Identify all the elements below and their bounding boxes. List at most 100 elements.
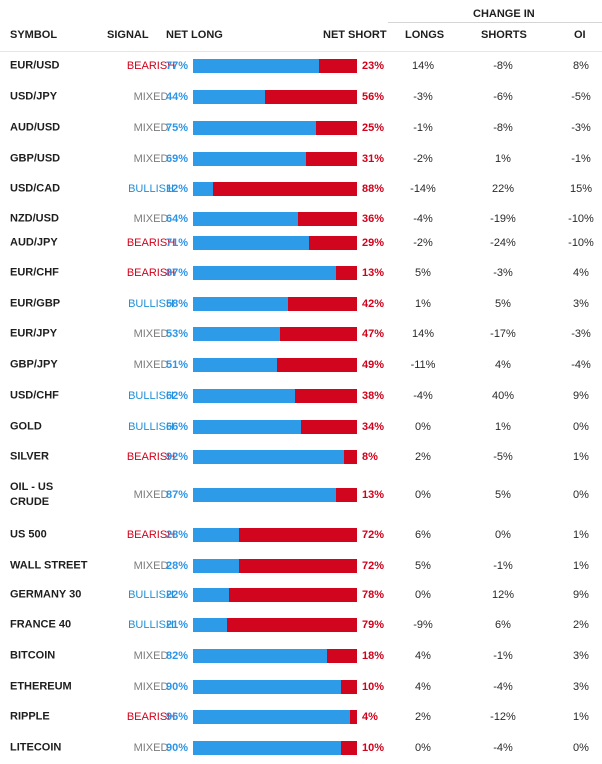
change-oi-cell: -3% <box>571 122 591 134</box>
net-short-bar <box>238 559 357 573</box>
change-longs-cell: 1% <box>415 298 431 310</box>
change-oi-cell: -1% <box>571 153 591 165</box>
net-short-bar <box>316 121 357 135</box>
net-long-value: 44% <box>166 91 189 103</box>
net-short-bar <box>279 327 357 341</box>
change-shorts-cell: -4% <box>493 681 513 693</box>
sentiment-bar <box>193 327 357 341</box>
change-longs-cell: -4% <box>413 213 433 225</box>
symbol-cell: WALL STREET <box>10 559 88 572</box>
change-shorts-cell: 12% <box>491 589 515 601</box>
net-short-value: 49% <box>362 359 385 371</box>
net-short-value: 4% <box>362 711 378 723</box>
change-oi-cell: -10% <box>568 237 594 249</box>
net-short-bar <box>340 680 357 694</box>
header-longs: LONGS <box>405 29 445 41</box>
net-short-value: 79% <box>362 619 385 631</box>
change-longs-cell: -14% <box>410 183 436 195</box>
change-shorts-cell: -1% <box>493 650 513 662</box>
net-short-bar <box>306 152 357 166</box>
header-oi: OI <box>574 29 586 41</box>
change-oi-cell: 9% <box>573 589 589 601</box>
net-long-bar <box>193 741 341 755</box>
net-short-value: 72% <box>362 560 385 572</box>
signal-cell: MIXED <box>133 742 169 754</box>
table-row: GERMANY 30 BULLISH 22% 78% 0% 12% 9% <box>0 580 602 610</box>
header-change-in: CHANGE IN <box>473 8 535 20</box>
net-long-bar <box>193 182 213 196</box>
table-row: EUR/USD BEARISH 77% 23% 14% -8% 8% <box>0 51 602 81</box>
change-oi-cell: 3% <box>573 298 589 310</box>
change-oi-cell: 3% <box>573 681 589 693</box>
table-row: EUR/GBP BULLISH 58% 42% 1% 5% 3% <box>0 289 602 319</box>
net-long-bar <box>193 389 295 403</box>
symbol-cell: GBP/JPY <box>10 358 58 371</box>
symbol-cell: EUR/GBP <box>10 297 61 310</box>
sentiment-bar <box>193 182 357 196</box>
change-longs-cell: 2% <box>415 451 431 463</box>
net-short-bar <box>340 741 357 755</box>
sentiment-bar <box>193 236 357 250</box>
net-long-bar <box>193 358 277 372</box>
change-longs-cell: -11% <box>410 359 436 371</box>
header-symbol: SYMBOL <box>10 29 58 41</box>
sentiment-bar <box>193 649 357 663</box>
net-short-value: 72% <box>362 529 385 541</box>
signal-cell: MIXED <box>133 681 169 693</box>
net-short-bar <box>238 528 357 542</box>
net-long-value: 64% <box>166 213 189 225</box>
change-shorts-cell: -6% <box>493 91 513 103</box>
net-short-bar <box>350 710 357 724</box>
change-shorts-cell: 0% <box>495 529 511 541</box>
net-long-value: 21% <box>166 619 189 631</box>
net-short-bar <box>297 212 357 226</box>
change-shorts-cell: 5% <box>495 298 511 310</box>
net-short-value: 47% <box>362 328 385 340</box>
sentiment-bar <box>193 59 357 73</box>
net-long-bar <box>193 588 230 602</box>
signal-cell: BEARISH <box>126 529 176 541</box>
net-long-bar <box>193 121 316 135</box>
net-long-value: 77% <box>166 60 189 72</box>
sentiment-bar <box>193 121 357 135</box>
sentiment-bar <box>193 618 357 632</box>
table-row: SILVER BEARISH 92% 8% 2% -5% 1% <box>0 442 602 472</box>
net-long-value: 71% <box>166 237 189 249</box>
sentiment-bar <box>193 680 357 694</box>
change-longs-cell: 14% <box>411 60 435 72</box>
header-signal: SIGNAL <box>107 29 149 41</box>
symbol-cell: GBP/USD <box>10 152 61 165</box>
change-shorts-cell: -17% <box>490 328 516 340</box>
change-longs-cell: -1% <box>413 122 433 134</box>
net-short-value: 13% <box>362 489 385 501</box>
net-short-bar <box>276 358 357 372</box>
symbol-cell: USD/JPY <box>10 90 58 103</box>
signal-cell: BULLISH <box>128 390 174 402</box>
net-short-bar <box>265 90 357 104</box>
net-short-value: 38% <box>362 390 385 402</box>
signal-cell: BULLISH <box>128 183 174 195</box>
change-longs-cell: -2% <box>413 153 433 165</box>
change-shorts-cell: 5% <box>495 489 511 501</box>
net-long-bar <box>193 528 239 542</box>
net-short-bar <box>319 59 357 73</box>
change-shorts-cell: -8% <box>493 60 513 72</box>
net-short-value: 42% <box>362 298 385 310</box>
net-short-bar <box>335 266 357 280</box>
table-row: BITCOIN MIXED 82% 18% 4% -1% 3% <box>0 641 602 671</box>
symbol-cell: USD/CHF <box>10 389 59 402</box>
change-oi-cell: 0% <box>573 489 589 501</box>
change-oi-cell: 1% <box>573 451 589 463</box>
net-long-value: 53% <box>166 328 189 340</box>
net-long-value: 28% <box>166 529 189 541</box>
sentiment-bar <box>193 90 357 104</box>
net-long-bar <box>193 327 280 341</box>
symbol-cell: OIL - US CRUDE <box>10 481 54 508</box>
net-long-value: 75% <box>166 122 189 134</box>
net-long-value: 90% <box>166 742 189 754</box>
signal-cell: BULLISH <box>128 421 174 433</box>
change-longs-cell: -9% <box>413 619 433 631</box>
net-long-value: 62% <box>166 390 189 402</box>
net-long-value: 51% <box>166 359 189 371</box>
change-longs-cell: 6% <box>415 529 431 541</box>
